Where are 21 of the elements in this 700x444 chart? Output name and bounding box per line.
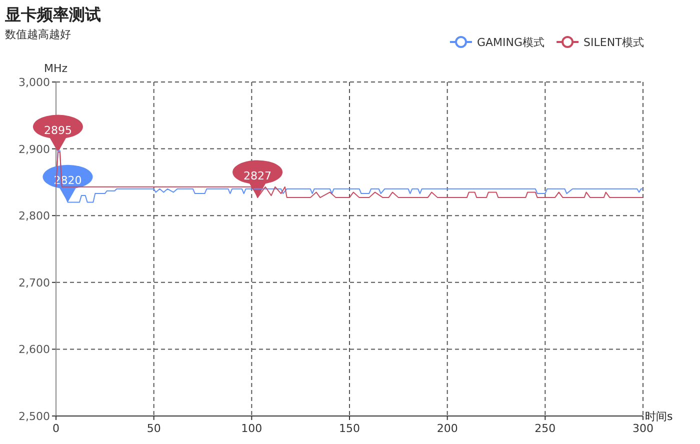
annotation: 2827: [244, 170, 272, 183]
x-tick-label: 250: [534, 422, 556, 435]
y-tick-label: 2,900: [18, 142, 50, 156]
annotation: 2895: [44, 124, 72, 138]
x-tick-label: 300: [632, 422, 654, 435]
x-tick-label: 200: [436, 422, 458, 435]
x-tick-label: 50: [146, 422, 161, 435]
y-tick-label: 2,600: [18, 343, 50, 356]
chart-title: 显卡频率测试: [4, 5, 101, 24]
chart-subtitle: 数值越高越好: [5, 28, 71, 41]
y-axis-title: MHz: [44, 62, 68, 75]
y-tick-label: 2,700: [18, 276, 50, 290]
x-tick-label: 150: [339, 422, 360, 435]
y-tick-label: 3,000: [18, 76, 50, 89]
x-axis-title: 时间s: [645, 410, 673, 423]
legend-label: SILENT模式: [584, 36, 644, 49]
x-tick-label: 0: [52, 422, 60, 435]
legend-label: GAMING模式: [477, 36, 545, 49]
y-tick-label: 2,500: [18, 410, 50, 423]
y-tick-label: 2,800: [18, 210, 50, 223]
x-tick-label: 100: [241, 422, 262, 435]
